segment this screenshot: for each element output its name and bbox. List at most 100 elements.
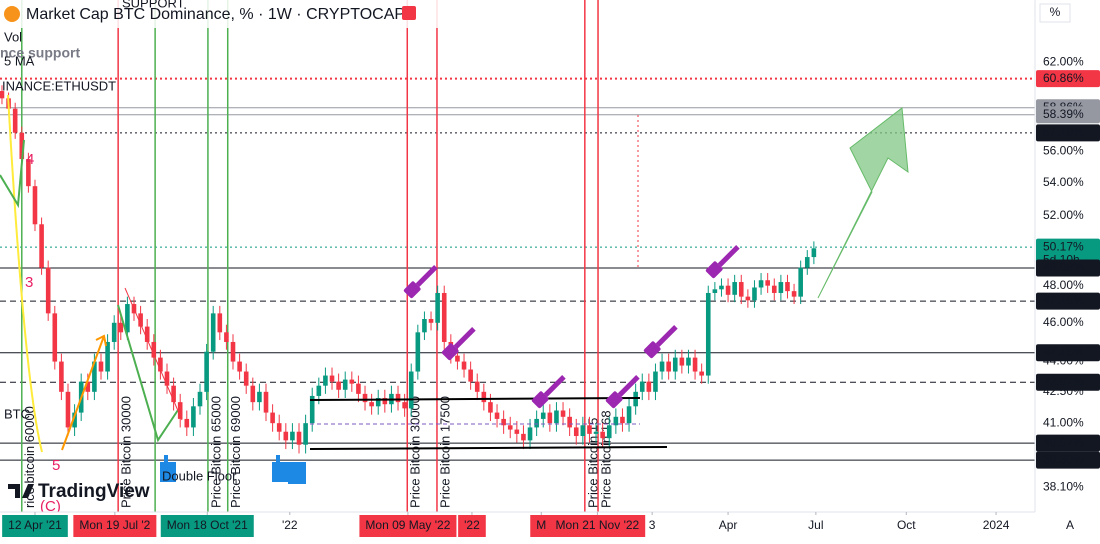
candle-body: [626, 406, 632, 424]
candle-body: [276, 423, 282, 432]
hands: [160, 455, 306, 484]
x-tick-label: Jul: [808, 518, 823, 532]
candle-body: [283, 431, 289, 441]
candle-body: [725, 285, 731, 295]
event-label: rice bitcoin 60000: [22, 406, 37, 508]
orange-arrow: [61, 334, 107, 451]
auto-scale-button[interactable]: A: [1066, 518, 1074, 532]
level-label: 60.86%: [1043, 71, 1084, 85]
candle-body: [547, 412, 553, 424]
candle-body: [151, 341, 157, 358]
candle-body: [217, 313, 223, 333]
candle-body: [573, 427, 579, 437]
candle-body: [309, 395, 315, 424]
big-arrow: [817, 107, 909, 299]
candle-body: [732, 282, 737, 295]
x-tick-label: Mon 18 Oct '21: [167, 518, 248, 532]
x-tick-label: Mon 19 Jul '2: [79, 518, 150, 532]
candle-body: [435, 292, 440, 323]
event-label: Price Bitcoin 168: [598, 410, 613, 508]
x-tick-label: '22: [464, 518, 480, 532]
y-labels: 38.10%41.00%42.50%44.00%46.00%48.00%50.0…: [1036, 55, 1100, 493]
x-tick-bg: [549, 515, 646, 537]
chart-title: Market Cap BTC Dominance, % · 1W · CRYPT…: [26, 6, 405, 23]
candle-body: [408, 371, 414, 409]
level-label: 58.39%: [1043, 107, 1084, 121]
level-tag: [1036, 344, 1100, 362]
candle-body: [554, 410, 559, 424]
candle-body: [32, 186, 38, 225]
candle-body: [507, 425, 513, 430]
wave-label: 5: [52, 457, 60, 474]
levels-layer: [0, 77, 1035, 461]
y-tick-label: 56.00%: [1043, 143, 1084, 157]
candle-body: [395, 393, 401, 403]
candle-body: [342, 379, 348, 390]
candle-body: [600, 431, 605, 439]
candle-body: [270, 412, 275, 424]
candle-body: [382, 398, 388, 405]
unit-box: [1039, 3, 1071, 23]
x-tick-label: 3: [649, 518, 656, 532]
candle-body: [39, 224, 44, 268]
candle-body: [362, 393, 368, 403]
hammer: [643, 325, 678, 359]
candle-body: [177, 402, 183, 419]
candle-body: [461, 361, 467, 370]
candle-body: [521, 433, 526, 441]
drawings: [0, 94, 909, 453]
candle-body: [375, 398, 381, 407]
wave-label: (C): [40, 498, 61, 515]
candle-body: [514, 429, 520, 434]
candle-body: [666, 361, 671, 372]
candle-body: [349, 379, 355, 384]
candle-body: [639, 381, 645, 392]
candle-body: [303, 423, 308, 445]
candle-body: [587, 425, 592, 434]
x-tick-label: Apr: [719, 518, 738, 532]
candle-body: [415, 332, 421, 372]
candle-body: [98, 361, 104, 372]
level-label: 39.30%: [1043, 452, 1084, 466]
candle-body: [210, 313, 216, 352]
candle-body: [72, 412, 77, 428]
candle-body: [329, 375, 335, 382]
candle-body: [171, 385, 176, 403]
candle-body: [197, 391, 203, 407]
candle-body: [125, 304, 130, 333]
x-tick-label: '22: [282, 518, 298, 532]
x-tick-label: Mon 09 May '22: [365, 518, 450, 532]
candle-body: [791, 291, 797, 297]
candle-body: [158, 357, 163, 372]
hammer: [705, 245, 740, 279]
x-tick-bg: [160, 515, 254, 537]
candle-body: [428, 319, 434, 323]
x-tick-label: M: [536, 518, 546, 532]
wave-label: 4: [26, 151, 34, 168]
y-tick-label: 62.00%: [1043, 55, 1084, 69]
candle-body: [633, 391, 638, 407]
hammer: [605, 375, 640, 409]
candle-body: [316, 385, 322, 396]
candle-body: [738, 282, 744, 297]
candle-body: [59, 361, 64, 392]
indicator-label: 5 MA: [4, 53, 35, 68]
x-labels: 12 Apr '21 Mon 19 Jul '2 Mon 18 Oct '21 '22…: [2, 512, 1010, 537]
hammer: [531, 375, 566, 409]
candle-body: [765, 280, 770, 286]
candle-body: [692, 357, 698, 372]
candle-body: [138, 313, 143, 327]
candle-body: [65, 391, 71, 428]
candle-body: [474, 381, 480, 392]
level-tag: [1036, 292, 1100, 310]
candle-body: [778, 282, 784, 293]
hand-icon: [272, 455, 306, 484]
event-label: Price Bitcoin 69000: [228, 396, 243, 508]
red-trend: [124, 287, 183, 421]
level-tag: [1036, 70, 1100, 88]
candle-body: [422, 319, 427, 333]
level-tag: [1036, 106, 1100, 124]
candle-body: [441, 292, 447, 342]
